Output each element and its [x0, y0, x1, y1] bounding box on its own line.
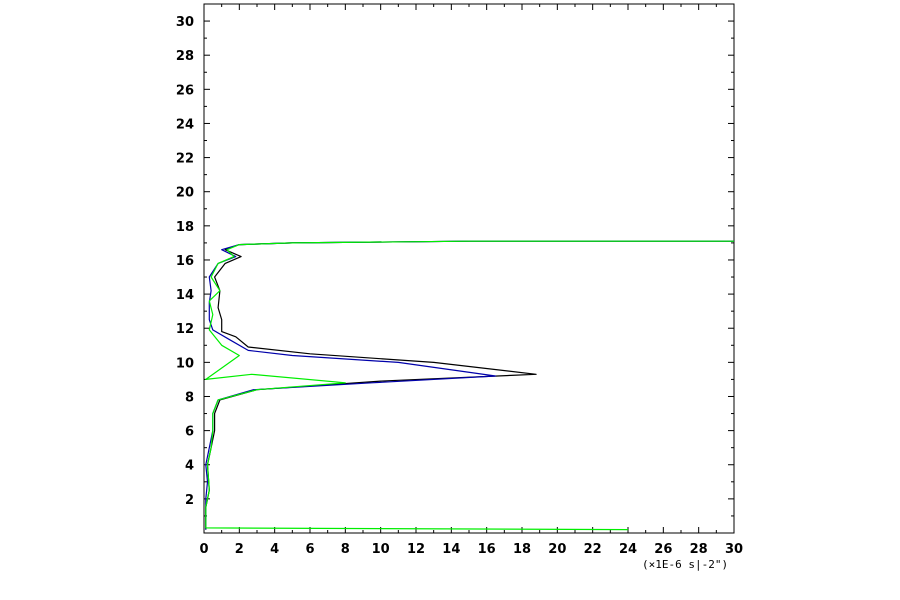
x-tick-label: 24: [619, 542, 637, 557]
x-tick-label: 0: [199, 542, 208, 557]
x-axis-unit-label: (×1E-6 s|-2"): [642, 558, 728, 571]
y-tick-label: 14: [176, 288, 194, 303]
x-tick-label: 2: [235, 542, 244, 557]
series-line-1: [205, 240, 734, 530]
x-tick-label: 12: [407, 542, 425, 557]
x-tick-label: 30: [725, 542, 743, 557]
y-tick-label: 8: [185, 390, 194, 405]
x-tick-label: 18: [513, 542, 531, 557]
x-tick-label: 20: [548, 542, 566, 557]
x-tick-label: 28: [690, 542, 708, 557]
y-tick-label: 26: [176, 83, 194, 98]
x-axis-bottom: 0 2 4 6 8 10 12 14 16 18 20 22 24 26 28 30: [199, 527, 743, 557]
x-tick-label: 14: [442, 542, 460, 557]
y-tick-label: 2: [185, 493, 194, 508]
series-line-3: [205, 240, 734, 531]
y-tick-label: 12: [176, 322, 194, 337]
series-line-2: [205, 240, 734, 530]
y-tick-label: 18: [176, 220, 194, 235]
y-tick-label: 30: [176, 15, 194, 30]
y-tick-label: 4: [185, 459, 194, 474]
x-tick-label: 6: [305, 542, 314, 557]
y-tick-label: 20: [176, 186, 194, 201]
x-tick-label: 22: [584, 542, 602, 557]
y-tick-label: 22: [176, 152, 194, 167]
y-tick-label: 10: [176, 356, 194, 371]
x-tick-label: 10: [372, 542, 390, 557]
y-tick-label: 24: [176, 117, 194, 132]
plot-frame: [203, 3, 735, 534]
y-axis-right: [728, 20, 734, 517]
x-axis-top: [203, 4, 735, 10]
y-tick-label: 16: [176, 254, 194, 269]
x-tick-label: 26: [654, 542, 672, 557]
y-tick-label: 28: [176, 49, 194, 64]
x-tick-label: 16: [478, 542, 496, 557]
x-tick-label: 4: [270, 542, 279, 557]
x-tick-label: 8: [341, 542, 350, 557]
y-tick-label: 6: [185, 425, 194, 440]
series-layer: [205, 240, 734, 531]
